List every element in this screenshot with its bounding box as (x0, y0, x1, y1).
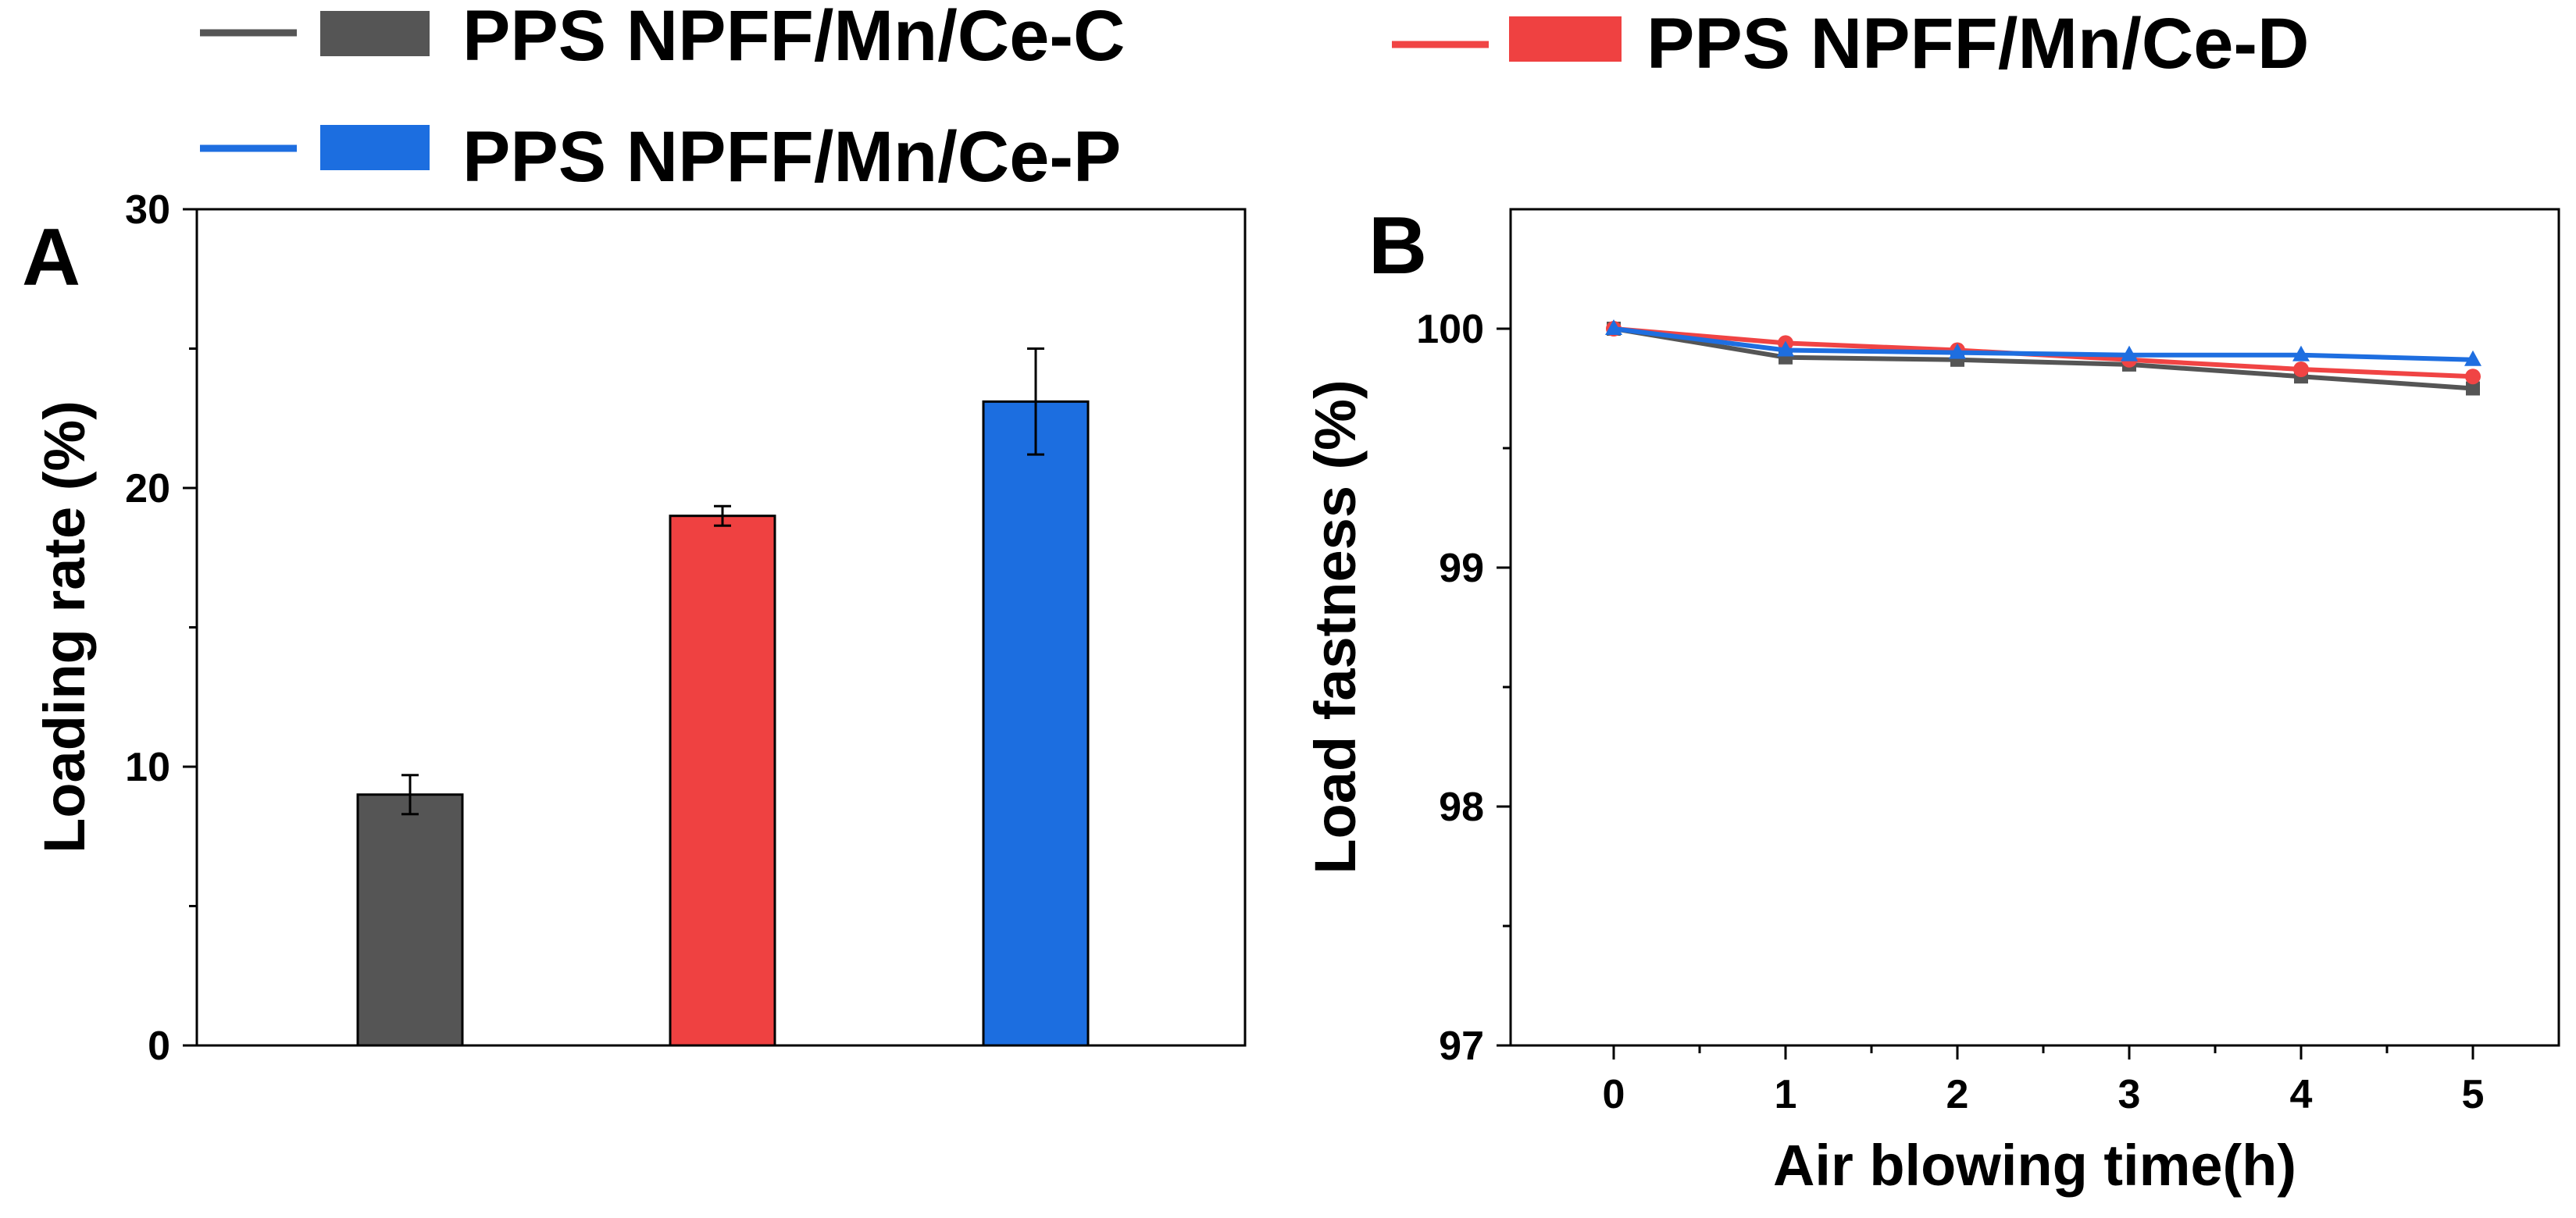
y-tick-label-b-100: 100 (1416, 307, 1484, 352)
panel-b-x-axis-title: Air blowing time(h) (1773, 1133, 2296, 1198)
y-tick-label-b-97: 97 (1439, 1024, 1484, 1069)
y-tick-label-b-99: 99 (1439, 546, 1484, 591)
panel-b-marks (1605, 319, 2481, 396)
y-tick-label-a-0: 0 (148, 1024, 170, 1069)
point-pps-npff-mn-ce-p-5 (2464, 350, 2481, 366)
x-tick-label-b-3: 3 (2118, 1072, 2141, 1117)
panel-b: B 97 98 99 100 0 1 2 3 4 5 Load fastness (%) Air … (1303, 201, 2560, 1198)
x-tick-label-b-1: 1 (1775, 1072, 1797, 1117)
x-tick-label-b-0: 0 (1603, 1072, 1625, 1117)
panel-a-y-axis-title: Loading rate (%) (32, 401, 97, 853)
y-tick-label-a-30: 30 (125, 187, 170, 233)
legend-label-c: PPS NPFF/Mn/Ce-C (462, 0, 1125, 76)
panel-a: A 0 10 20 30 Loading rate (%) (22, 187, 1247, 1069)
panel-a-marks (356, 347, 1090, 1047)
point-pps-npff-mn-ce-p-4 (2292, 345, 2310, 361)
y-tick-label-a-10: 10 (125, 745, 170, 790)
series-line-pps-npff-mn-ce-p (1613, 326, 2474, 362)
y-tick-label-b-98: 98 (1439, 785, 1484, 830)
legend-label-d: PPS NPFF/Mn/Ce-D (1647, 4, 2309, 84)
bar-pps-npff-mn-ce-d (669, 515, 776, 1047)
point-pps-npff-mn-ce-d-4 (2293, 361, 2309, 378)
legend-swatch-p (320, 125, 430, 170)
panel-a-y-ticks: 0 10 20 30 (125, 187, 197, 1069)
point-pps-npff-mn-ce-p-3 (2121, 345, 2138, 361)
legend-entry-p: PPS NPFF/Mn/Ce-P (200, 117, 1121, 197)
panel-b-y-axis-title: Load fastness (%) (1303, 379, 1368, 874)
legend-swatch-d (1509, 16, 1622, 62)
panel-label-a: A (22, 212, 80, 303)
x-tick-label-b-4: 4 (2290, 1072, 2313, 1117)
legend: PPS NPFF/Mn/Ce-C PPS NPFF/Mn/Ce-D PPS NP… (200, 0, 2309, 197)
point-pps-npff-mn-ce-p-0 (1605, 319, 1622, 335)
point-pps-npff-mn-ce-d-5 (2465, 369, 2481, 385)
x-tick-label-b-2: 2 (1946, 1072, 1969, 1117)
legend-entry-c: PPS NPFF/Mn/Ce-C (200, 0, 1125, 76)
panel-b-ticks: 97 98 99 100 0 1 2 3 4 5 (1416, 307, 2484, 1117)
bar-pps-npff-mn-ce-p (982, 400, 1090, 1047)
series-line-pps-npff-mn-ce-c (1613, 326, 2474, 391)
point-pps-npff-mn-ce-p-1 (1777, 340, 1794, 357)
y-tick-label-a-20: 20 (125, 466, 170, 511)
legend-label-p: PPS NPFF/Mn/Ce-P (462, 117, 1121, 197)
legend-entry-d: PPS NPFF/Mn/Ce-D (1392, 4, 2309, 84)
point-pps-npff-mn-ce-c-5 (2466, 381, 2480, 396)
point-pps-npff-mn-ce-p-2 (1949, 343, 1966, 359)
panel-b-frame (1509, 208, 2560, 1047)
panel-label-b: B (1368, 201, 1427, 291)
bar-pps-npff-mn-ce-c (356, 793, 464, 1047)
legend-swatch-c (320, 11, 430, 56)
x-tick-label-b-5: 5 (2462, 1072, 2485, 1117)
